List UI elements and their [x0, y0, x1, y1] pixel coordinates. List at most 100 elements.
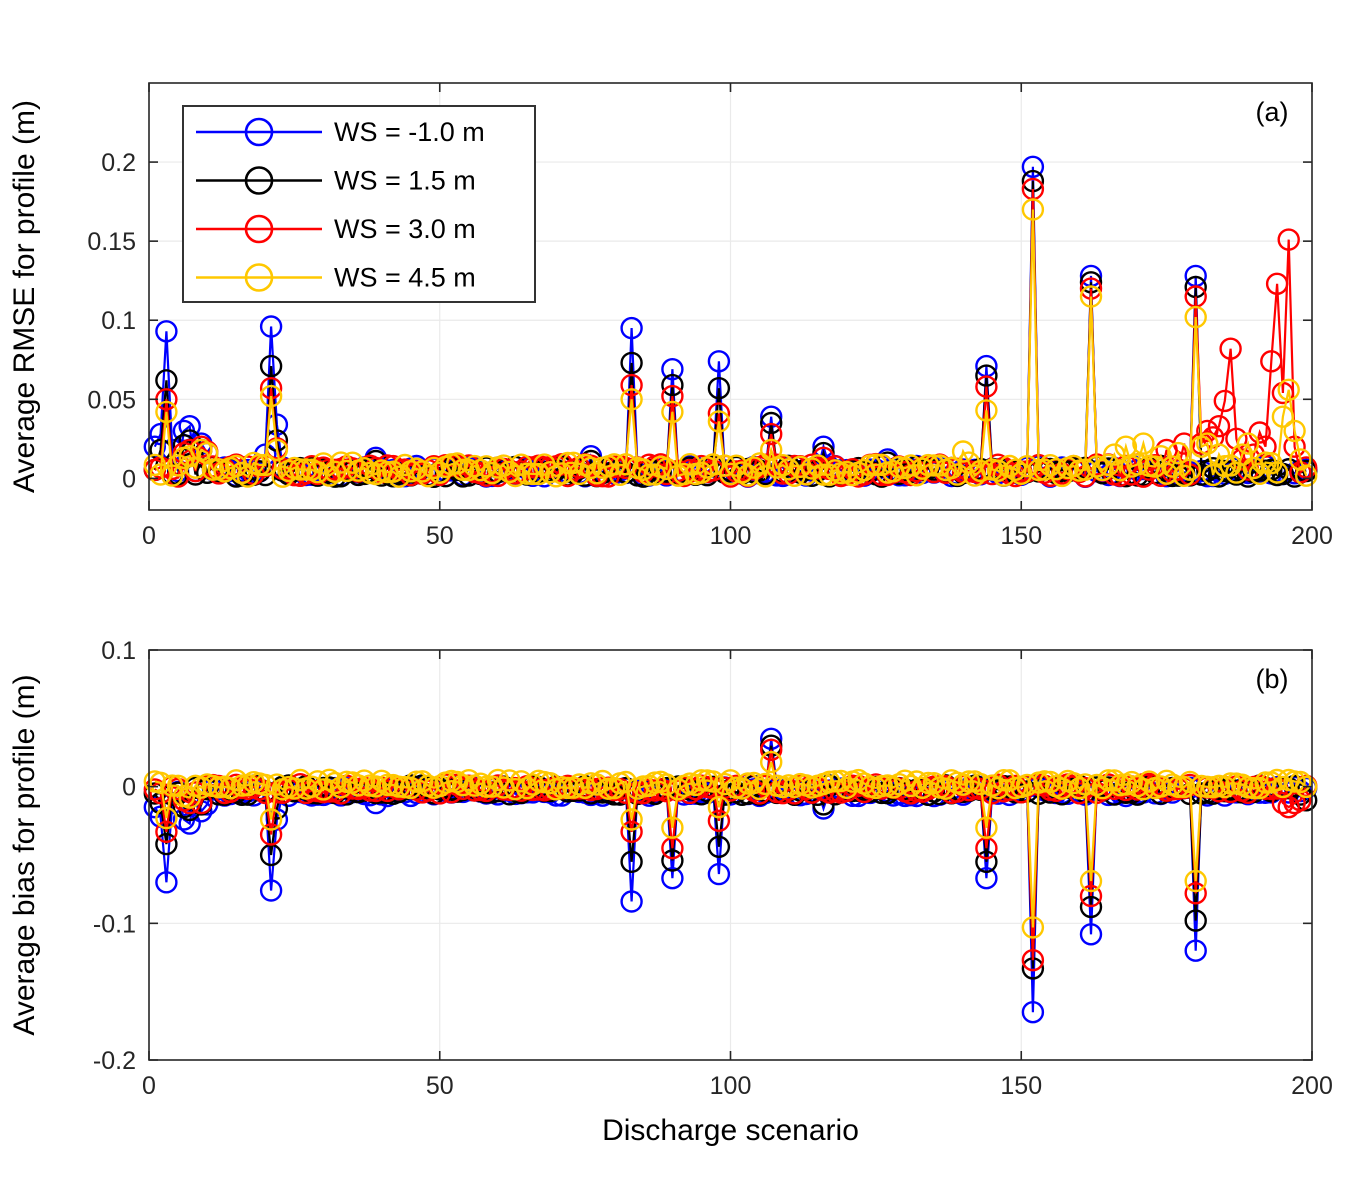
- data-point-marker: [1068, 777, 1091, 800]
- data-point-marker: [928, 454, 951, 477]
- x-tick-label: 0: [142, 1072, 156, 1100]
- data-point-marker: [312, 452, 335, 475]
- data-point-marker: [1015, 773, 1039, 797]
- data-point-marker: [986, 459, 1010, 482]
- data-point-marker: [975, 850, 998, 873]
- data-point-marker: [411, 460, 434, 483]
- data-point-marker: [155, 806, 178, 830]
- data-point-marker: [603, 453, 626, 476]
- data-point-marker: [760, 422, 783, 446]
- data-point-marker: [510, 770, 533, 793]
- data-point-marker: [149, 463, 172, 486]
- x-tick-label: 150: [1000, 1072, 1042, 1100]
- data-point-marker: [143, 778, 167, 801]
- data-point-marker: [498, 460, 521, 484]
- data-point-marker: [707, 796, 731, 819]
- data-point-marker: [1021, 916, 1045, 939]
- data-point-marker: [1062, 454, 1085, 478]
- data-point-marker: [155, 320, 178, 343]
- data-point-marker: [899, 774, 922, 798]
- data-point-marker: [603, 777, 626, 800]
- x-tick-label: 200: [1291, 522, 1333, 550]
- data-point-marker: [736, 772, 760, 795]
- data-point-marker: [975, 399, 998, 422]
- data-point-marker: [969, 772, 992, 796]
- data-point-marker: [1132, 778, 1155, 801]
- data-point-marker: [1120, 770, 1143, 794]
- data-point-marker: [1294, 464, 1318, 487]
- data-point-marker: [1265, 272, 1289, 295]
- data-point-marker: [1004, 458, 1027, 481]
- data-point-marker: [922, 772, 946, 795]
- data-point-marker: [905, 770, 928, 793]
- data-point-marker: [1021, 198, 1045, 221]
- data-point-marker: [1184, 305, 1207, 329]
- data-point-marker: [1149, 775, 1173, 798]
- data-point-marker: [655, 773, 678, 796]
- data-point-marker: [760, 750, 783, 774]
- panel-a: 0 50 100 150 200 0 0.05 0.1 0.15 0.2 Average RMSE …: [8, 82, 1333, 550]
- data-point-marker: [1021, 1001, 1045, 1024]
- data-point-marker: [323, 771, 347, 795]
- x-tick-label: 50: [426, 522, 454, 550]
- data-point-marker: [1219, 337, 1242, 360]
- y-axis-label: Average RMSE for profile (m): [8, 100, 41, 493]
- data-point-marker: [155, 400, 178, 424]
- x-axis-label: Discharge scenario: [602, 1114, 859, 1147]
- data-point-marker: [951, 440, 975, 463]
- data-point-marker: [1283, 419, 1306, 443]
- data-point-marker: [585, 773, 608, 796]
- data-point-marker: [975, 816, 998, 839]
- data-point-marker: [1294, 775, 1318, 799]
- data-point-marker: [998, 454, 1021, 478]
- data-point-marker: [887, 773, 911, 796]
- y-tick-label: 0.2: [101, 149, 136, 177]
- data-point-marker: [1137, 770, 1161, 793]
- data-point-marker: [661, 849, 684, 872]
- data-point-marker: [754, 772, 777, 796]
- data-point-marker: [480, 462, 504, 485]
- data-point-marker: [155, 832, 178, 856]
- data-point-marker: [1254, 435, 1277, 458]
- data-point-marker: [975, 375, 998, 398]
- data-point-marker: [1073, 773, 1097, 796]
- data-point-marker: [289, 458, 312, 481]
- data-point-marker: [469, 459, 492, 482]
- data-point-marker: [1079, 923, 1103, 946]
- data-point-marker: [946, 463, 969, 486]
- data-point-marker: [760, 411, 783, 435]
- data-point-marker: [457, 458, 480, 482]
- data-point-marker: [690, 769, 713, 792]
- data-point-marker: [1044, 458, 1068, 481]
- data-point-marker: [742, 771, 765, 795]
- data-point-marker: [1103, 769, 1126, 792]
- data-point-marker: [969, 459, 992, 483]
- data-point-marker: [1225, 427, 1248, 450]
- data-point-marker: [1079, 285, 1103, 308]
- data-point-marker: [1172, 775, 1196, 799]
- data-point-marker: [1050, 777, 1074, 800]
- data-point-marker: [1213, 389, 1237, 413]
- data-point-marker: [719, 769, 742, 792]
- data-point-marker: [178, 445, 201, 468]
- data-point-marker: [975, 867, 998, 890]
- panel-b: 0 50 100 150 200 -0.2 -0.1 0 0.1 Average bias for…: [8, 637, 1333, 1147]
- data-point-marker: [166, 774, 190, 797]
- data-point-marker: [556, 776, 579, 800]
- data-point-marker: [329, 776, 353, 799]
- legend-entry-marker: [244, 166, 274, 195]
- x-tick-label: 0: [142, 522, 156, 550]
- data-point-marker: [428, 461, 451, 484]
- data-point-marker: [707, 377, 731, 400]
- data-point-marker: [422, 456, 446, 480]
- data-point-marker: [1073, 458, 1097, 481]
- data-point-marker: [521, 773, 544, 796]
- legend-entry-marker: [244, 214, 274, 244]
- data-point-marker: [957, 770, 981, 793]
- legend-entry-label: WS = 4.5 m: [334, 263, 476, 293]
- data-point-marker: [259, 384, 283, 408]
- data-point-marker: [265, 773, 289, 796]
- panel-label: (a): [1256, 97, 1289, 127]
- data-point-marker: [760, 738, 783, 761]
